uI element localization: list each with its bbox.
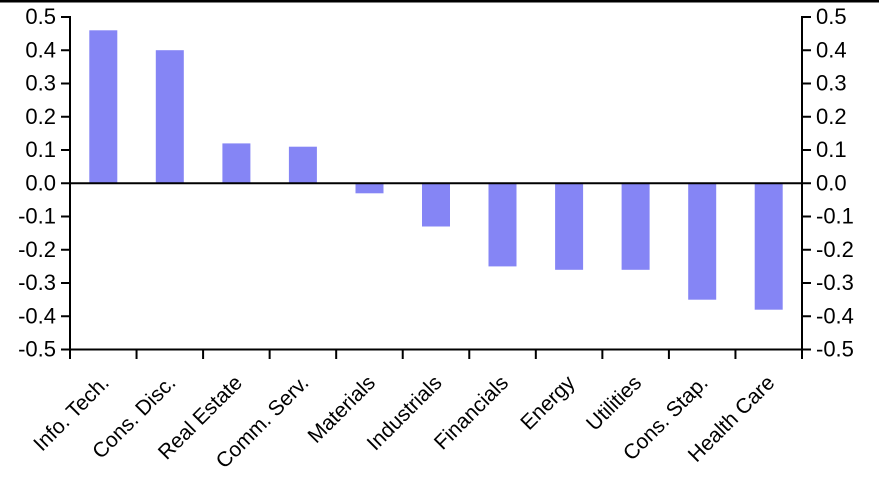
bar-real-estate [222, 143, 251, 184]
bar-info-tech [89, 30, 118, 184]
y-tick-label-right: 0.3 [816, 71, 847, 96]
y-tick-label-left: -0.5 [18, 337, 56, 362]
y-tick-label-left: -0.1 [18, 204, 56, 229]
bar-comm-serv [288, 146, 317, 184]
bar-health-care [754, 183, 783, 310]
bar-utilities [621, 183, 650, 270]
y-tick-label-right: 0.2 [816, 104, 847, 129]
y-tick-label-right: -0.2 [816, 237, 854, 262]
y-tick-label-right: 0.4 [816, 37, 847, 62]
y-tick-label-left: 0.0 [25, 170, 56, 195]
bar-energy [555, 183, 584, 270]
y-tick-label-right: 0.0 [816, 170, 847, 195]
x-category-label-utilities: Utilities [582, 371, 646, 435]
y-tick-label-left: 0.1 [25, 137, 56, 162]
y-tick-label-right: 0.5 [816, 4, 847, 29]
y-tick-label-right: -0.3 [816, 270, 854, 295]
y-tick-label-left: -0.3 [18, 270, 56, 295]
y-tick-label-right: -0.1 [816, 204, 854, 229]
bar-industrials [422, 183, 450, 227]
bar-materials [355, 183, 384, 194]
y-tick-label-right: -0.5 [816, 337, 854, 362]
y-tick-label-right: -0.4 [816, 303, 854, 328]
y-tick-label-left: 0.5 [25, 4, 56, 29]
x-category-label-energy: Energy [516, 371, 580, 435]
y-tick-label-right: 0.1 [816, 137, 847, 162]
y-tick-label-left: -0.4 [18, 303, 56, 328]
bar-cons-disc [155, 50, 184, 184]
y-tick-label-left: 0.3 [25, 71, 56, 96]
y-tick-label-left: -0.2 [18, 237, 56, 262]
bar-financials [488, 183, 517, 267]
y-tick-label-left: 0.4 [25, 37, 56, 62]
bar-cons-stap [688, 183, 717, 300]
y-tick-label-left: 0.2 [25, 104, 56, 129]
